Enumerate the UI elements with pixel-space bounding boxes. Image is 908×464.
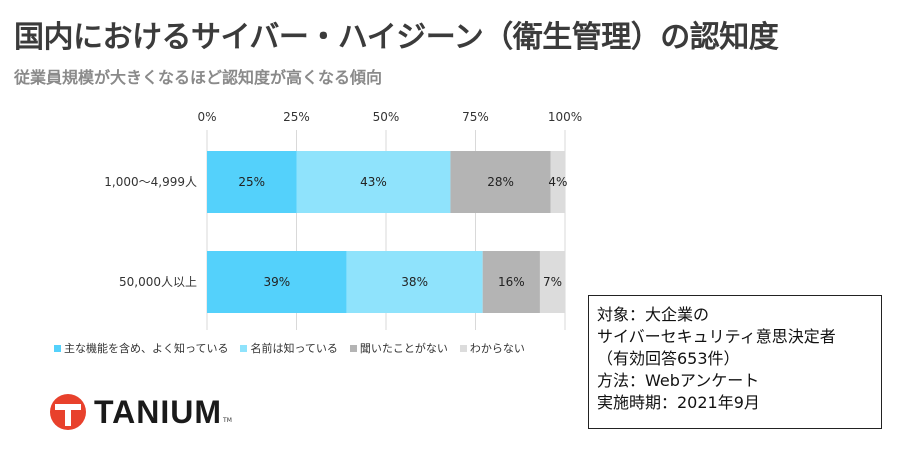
x-tick-label: 50% xyxy=(373,110,400,124)
x-tick-label: 100% xyxy=(548,110,582,124)
logo-text: TANIUM xyxy=(94,393,223,430)
legend-item: 主な機能を含め、よく知っている xyxy=(54,340,228,356)
legend-item: 名前は知っている xyxy=(240,340,338,356)
logo-tm: TM xyxy=(223,417,232,424)
info-responses: （有効回答653件） xyxy=(597,349,740,368)
legend-item: わからない xyxy=(459,340,525,356)
legend-label: わからない xyxy=(469,342,525,355)
chart-title: 国内におけるサイバー・ハイジーン（衛生管理）の認知度 xyxy=(14,20,779,55)
x-tick-label: 0% xyxy=(197,110,216,124)
bar-value-label: 7% xyxy=(543,275,562,289)
info-period: 実施時期：2021年9月 xyxy=(597,393,760,412)
bar-value-label: 43% xyxy=(360,175,387,189)
info-target: 対象：大企業の xyxy=(597,305,710,324)
survey-info-box: 対象：大企業の サイバーセキュリティ意思決定者 （有効回答653件） 方法：We… xyxy=(588,295,882,429)
x-tick-label: 25% xyxy=(283,110,310,124)
bar-segment xyxy=(550,151,565,213)
bar-segment xyxy=(207,251,347,313)
legend-swatch xyxy=(349,344,357,352)
bar-value-label: 25% xyxy=(238,175,265,189)
bar-value-label: 38% xyxy=(401,275,428,289)
chart-legend: 主な機能を含め、よく知っている 名前は知っている 聞いたことがない わからない xyxy=(54,340,525,356)
tanium-t-icon xyxy=(50,394,86,430)
info-method: 方法：Webアンケート xyxy=(597,371,760,390)
tanium-logo: TANIUM TM xyxy=(48,392,232,432)
legend-swatch xyxy=(54,344,61,352)
bar-segment xyxy=(450,151,551,213)
legend-item: 聞いたことがない xyxy=(349,340,448,356)
bar-value-label: 16% xyxy=(498,275,525,289)
bar-segment xyxy=(482,251,540,313)
x-tick-label: 75% xyxy=(462,110,489,124)
bar-value-label: 28% xyxy=(487,175,514,189)
bar-segment xyxy=(207,151,297,213)
y-category-label: 50,000人以上 xyxy=(119,275,197,289)
bar-segment xyxy=(346,251,483,313)
legend-label: 主な機能を含め、よく知っている xyxy=(64,342,229,355)
legend-label: 聞いたことがない xyxy=(359,342,448,355)
legend-label: 名前は知っている xyxy=(250,342,338,355)
bar-segment xyxy=(296,151,451,213)
legend-swatch xyxy=(459,344,467,352)
bar-segment xyxy=(539,251,565,313)
chart-subtitle: 従業員規模が大きくなるほど認知度が高くなる傾向 xyxy=(14,68,383,87)
legend-swatch xyxy=(240,344,248,352)
y-category-label: 1,000〜4,999人 xyxy=(104,175,197,189)
bar-value-label: 39% xyxy=(263,275,290,289)
info-target-detail: サイバーセキュリティ意思決定者 xyxy=(597,327,836,346)
bar-value-label: 4% xyxy=(548,175,567,189)
